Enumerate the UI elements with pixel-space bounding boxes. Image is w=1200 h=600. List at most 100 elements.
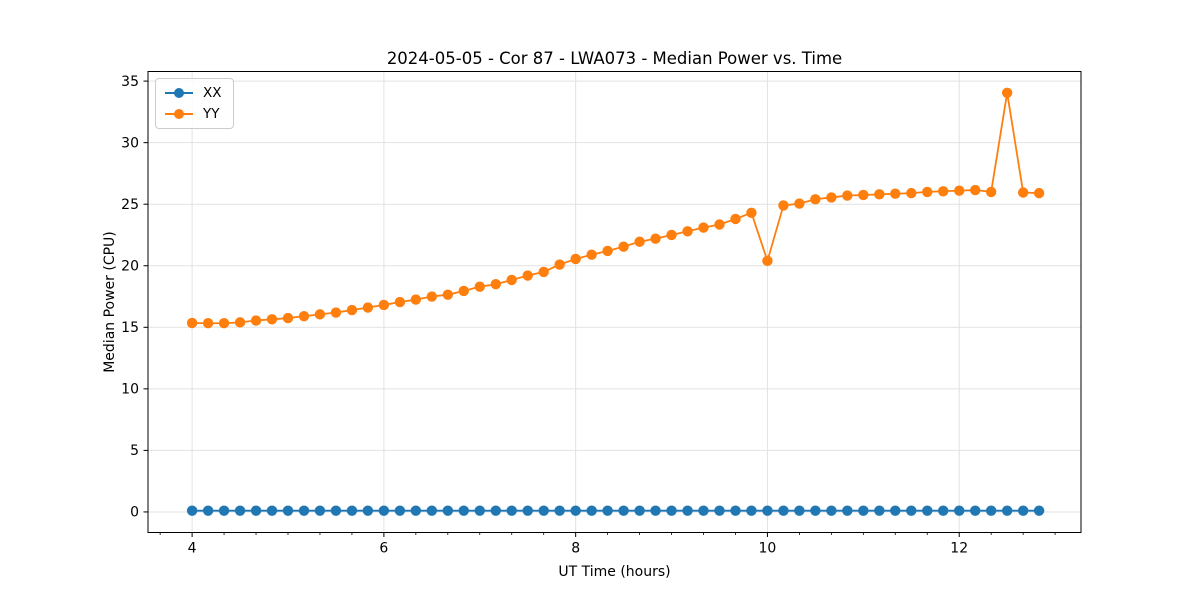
series-XX-marker	[730, 505, 741, 516]
series-XX-marker	[458, 505, 469, 516]
series-XX-marker	[202, 505, 214, 516]
series-YY-marker	[650, 233, 661, 244]
series-YY-marker	[682, 226, 693, 237]
series-XX-marker	[250, 505, 262, 516]
y-tick-label: 15	[121, 320, 139, 336]
series-XX-marker	[954, 505, 965, 516]
series-YY-marker	[394, 296, 406, 308]
series-XX-marker	[1001, 505, 1013, 516]
y-tick-label: 10	[121, 382, 139, 398]
series-XX-marker	[714, 505, 725, 516]
series-XX-marker	[682, 505, 693, 516]
series-YY-marker	[314, 309, 326, 320]
series-XX-marker	[314, 505, 326, 516]
series-YY-marker	[202, 318, 214, 329]
series-YY-marker	[970, 184, 981, 196]
series-YY-marker	[330, 307, 342, 318]
series-XX-marker	[234, 505, 246, 516]
series-XX-marker	[842, 505, 853, 516]
series-YY-marker	[442, 289, 454, 300]
series-XX-marker	[490, 505, 501, 516]
y-axis-label: Median Power (CPU)	[102, 231, 118, 373]
x-tick-label: 12	[950, 541, 968, 557]
series-XX-marker	[826, 505, 837, 516]
series-YY-marker	[666, 229, 677, 241]
series-XX-marker	[506, 505, 517, 516]
series-YY-marker	[186, 317, 198, 329]
series-YY-marker	[794, 198, 805, 209]
series-YY-marker	[874, 189, 885, 200]
x-axis-label: UT Time (hours)	[558, 564, 671, 580]
series-YY-marker	[826, 192, 837, 203]
series-YY-marker	[362, 302, 374, 313]
series-XX-marker	[362, 505, 374, 516]
series-YY-marker	[746, 207, 757, 219]
series-XX-marker	[985, 505, 997, 516]
chart-title: 2024-05-05 - Cor 87 - LWA073 - Median Po…	[386, 49, 843, 68]
series-YY-marker	[490, 279, 501, 290]
series-YY-marker	[858, 189, 869, 201]
series-XX-marker	[586, 505, 597, 516]
series-XX-marker	[330, 505, 342, 516]
series-XX-marker	[762, 505, 773, 516]
series-YY-marker	[954, 185, 965, 196]
y-tick-label: 20	[121, 259, 139, 275]
series-YY-marker	[1017, 187, 1029, 198]
series-YY-marker	[586, 249, 597, 260]
series-YY-marker	[906, 187, 917, 199]
series-XX-marker	[858, 505, 869, 516]
series-YY-marker	[282, 312, 294, 324]
series-XX-marker	[410, 505, 422, 516]
series-YY-marker	[474, 281, 485, 292]
series-YY-marker	[570, 253, 581, 265]
series-XX-marker	[666, 505, 677, 516]
series-XX-marker	[970, 505, 981, 516]
series-XX-marker	[282, 505, 294, 516]
series-XX-marker	[922, 505, 933, 516]
series-XX-marker	[554, 505, 565, 516]
series-YY-marker	[266, 314, 278, 325]
series-XX-marker	[1017, 505, 1029, 516]
series-YY-marker	[426, 291, 438, 302]
series-YY-marker	[634, 236, 645, 247]
y-tick-label: 5	[130, 443, 139, 459]
legend-item-yy: YY	[164, 104, 222, 124]
series-YY-marker	[985, 186, 997, 198]
series-YY-marker	[522, 270, 533, 281]
series-YY-marker	[762, 255, 773, 267]
series-YY-marker	[778, 200, 789, 211]
x-tick-label: 8	[571, 541, 580, 557]
y-tick-label: 25	[121, 197, 139, 213]
series-XX-marker	[778, 505, 789, 516]
series-YY-marker	[1001, 87, 1013, 98]
series-YY-marker	[922, 186, 933, 198]
series-YY-marker	[938, 186, 949, 197]
series-YY-marker	[810, 194, 821, 205]
y-tick-label: 0	[130, 505, 139, 521]
series-YY-marker	[250, 315, 262, 326]
series-XX-marker	[1033, 505, 1045, 516]
series-YY-marker	[346, 304, 358, 316]
series-YY-marker	[410, 294, 422, 305]
series-YY-marker	[234, 317, 246, 328]
series-XX-marker	[266, 505, 278, 516]
legend-label-yy: YY	[203, 106, 220, 122]
series-XX-marker	[874, 505, 885, 516]
series-YY-marker	[714, 219, 725, 230]
series-YY-marker	[730, 213, 741, 225]
legend: XX YY	[155, 78, 234, 129]
series-XX-marker	[346, 505, 358, 516]
series-XX-marker	[890, 505, 901, 516]
plot-frame	[147, 71, 1082, 533]
series-XX-marker	[570, 505, 581, 516]
legend-label-xx: XX	[203, 85, 222, 101]
series-XX-marker	[602, 505, 613, 516]
series-XX-marker	[426, 505, 438, 516]
series-XX-marker	[618, 505, 629, 516]
series-XX-marker	[794, 505, 805, 516]
series-XX-marker	[538, 505, 549, 516]
x-tick-label: 6	[379, 541, 388, 557]
series-YY-marker	[378, 299, 390, 311]
series-YY-marker	[1033, 187, 1045, 199]
